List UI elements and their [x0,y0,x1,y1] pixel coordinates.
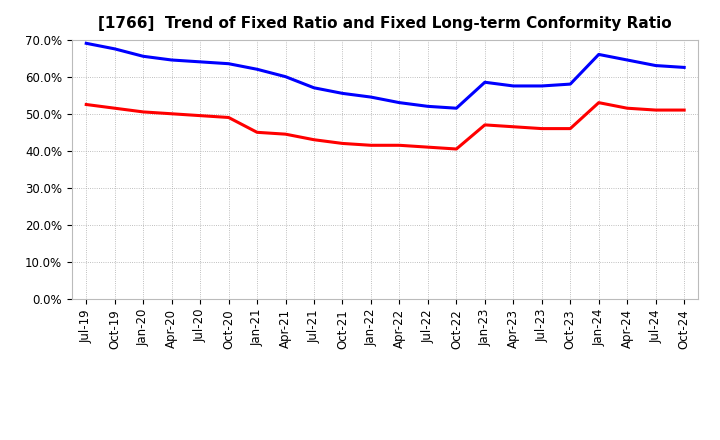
Fixed Ratio [82,40,91,46]
Fixed Ratio [452,106,461,111]
Fixed Long-term Conformity Ratio [196,113,204,118]
Fixed Long-term Conformity Ratio [537,126,546,131]
Fixed Ratio [623,57,631,62]
Fixed Long-term Conformity Ratio [595,100,603,105]
Title: [1766]  Trend of Fixed Ratio and Fixed Long-term Conformity Ratio: [1766] Trend of Fixed Ratio and Fixed Lo… [99,16,672,32]
Fixed Ratio [110,46,119,51]
Fixed Long-term Conformity Ratio [652,107,660,113]
Fixed Ratio [338,91,347,96]
Fixed Long-term Conformity Ratio [480,122,489,128]
Fixed Ratio [225,61,233,66]
Fixed Ratio [282,74,290,79]
Fixed Long-term Conformity Ratio [253,130,261,135]
Fixed Ratio [167,57,176,62]
Fixed Ratio [423,104,432,109]
Fixed Long-term Conformity Ratio [310,137,318,143]
Fixed Long-term Conformity Ratio [282,132,290,137]
Fixed Ratio [680,65,688,70]
Fixed Long-term Conformity Ratio [680,107,688,113]
Fixed Ratio [253,66,261,72]
Fixed Ratio [652,63,660,68]
Fixed Long-term Conformity Ratio [623,106,631,111]
Fixed Ratio [480,80,489,85]
Line: Fixed Long-term Conformity Ratio: Fixed Long-term Conformity Ratio [86,103,684,149]
Fixed Ratio [395,100,404,105]
Fixed Long-term Conformity Ratio [82,102,91,107]
Fixed Ratio [366,95,375,100]
Fixed Ratio [595,52,603,57]
Fixed Long-term Conformity Ratio [423,144,432,150]
Fixed Ratio [196,59,204,65]
Fixed Long-term Conformity Ratio [139,109,148,114]
Fixed Ratio [537,83,546,88]
Fixed Long-term Conformity Ratio [452,147,461,152]
Fixed Ratio [509,83,518,88]
Fixed Long-term Conformity Ratio [225,115,233,120]
Fixed Long-term Conformity Ratio [509,124,518,129]
Fixed Ratio [566,81,575,87]
Fixed Ratio [310,85,318,91]
Fixed Long-term Conformity Ratio [566,126,575,131]
Fixed Long-term Conformity Ratio [395,143,404,148]
Fixed Long-term Conformity Ratio [167,111,176,117]
Fixed Long-term Conformity Ratio [110,106,119,111]
Fixed Long-term Conformity Ratio [366,143,375,148]
Fixed Ratio [139,54,148,59]
Line: Fixed Ratio: Fixed Ratio [86,43,684,108]
Fixed Long-term Conformity Ratio [338,141,347,146]
